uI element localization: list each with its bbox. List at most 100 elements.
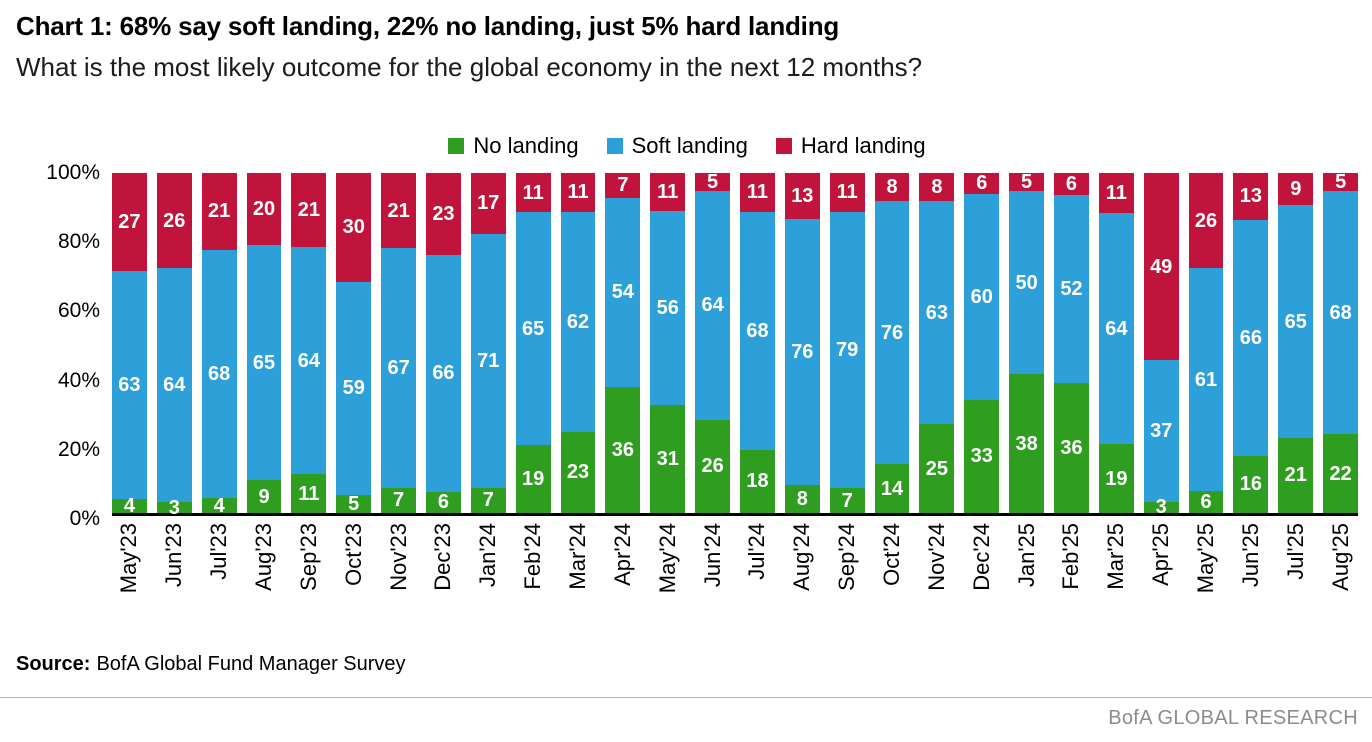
segment-hard-landing: 8	[919, 173, 955, 202]
segment-no-landing: 11	[291, 474, 327, 513]
legend-item-no-landing: No landing	[448, 133, 579, 159]
segment-value-label: 38	[1015, 432, 1038, 455]
segment-value-label: 21	[297, 199, 320, 222]
x-tick-label: Jun'25	[1233, 523, 1268, 627]
segment-value-label: 20	[252, 198, 276, 221]
segment-value-label: 76	[880, 321, 904, 344]
segment-soft-landing: 66	[1233, 219, 1269, 456]
segment-value-label: 33	[970, 445, 993, 468]
x-tick-text: Jan'24	[475, 523, 501, 588]
bar-mar25: 11 64 19	[1098, 173, 1134, 513]
x-tick-label: Mar'25	[1099, 523, 1134, 627]
bar-jun23: 26 64 3	[156, 173, 192, 518]
segment-value-label: 62	[566, 310, 590, 333]
segment-no-landing: 9	[246, 480, 282, 513]
segment-soft-landing: 54	[605, 197, 641, 387]
bar-jan24: 17 71 7	[470, 173, 506, 513]
x-tick-text: Nov'23	[385, 523, 411, 591]
segment-soft-landing: 64	[156, 268, 192, 503]
segment-hard-landing: 21	[291, 173, 327, 248]
segment-soft-landing: 37	[1143, 360, 1179, 502]
segment-hard-landing: 49	[1143, 173, 1179, 361]
segment-no-landing: 38	[1009, 374, 1045, 513]
segment-no-landing: 33	[964, 399, 1000, 513]
segment-soft-landing: 63	[919, 201, 955, 425]
legend-label: Soft landing	[631, 133, 748, 158]
bar-feb24: 11 65 19	[515, 173, 551, 513]
segment-value-label: 11	[298, 482, 320, 505]
x-tick-label: Nov'23	[381, 523, 416, 627]
x-tick-text: Feb'24	[520, 523, 546, 590]
bars: 27 63 4 26 64 3 21 68 4 20 65 9 21 64 11 30 59 5 21 67 7 23 66…	[112, 172, 1359, 518]
bar-oct24: 8 76 14	[874, 173, 910, 513]
segment-soft-landing: 50	[1009, 191, 1045, 375]
branding-text: BofA GLOBAL RESEARCH	[1108, 707, 1358, 729]
bar-nov23: 21 67 7	[381, 173, 417, 513]
segment-hard-landing: 11	[650, 173, 686, 212]
segment-value-label: 16	[1239, 473, 1263, 496]
segment-hard-landing: 5	[695, 172, 731, 192]
segment-hard-landing: 26	[1188, 173, 1224, 269]
segment-soft-landing: 79	[829, 211, 865, 489]
bar-aug24: 13 76 8	[784, 173, 820, 513]
segment-no-landing: 26	[695, 419, 731, 513]
segment-no-landing: 6	[426, 491, 461, 513]
segment-value-label: 26	[1194, 209, 1218, 232]
legend-item-hard-landing: Hard landing	[775, 133, 926, 159]
x-tick-label: Feb'25	[1054, 523, 1089, 627]
segment-hard-landing: 27	[112, 173, 147, 271]
x-tick-text: Aug'23	[251, 523, 276, 591]
source-text: BofA Global Fund Manager Survey	[96, 653, 406, 675]
segment-soft-landing: 65	[246, 245, 282, 481]
segment-no-landing: 22	[1323, 434, 1359, 513]
x-tick-text: Feb'25	[1058, 523, 1084, 590]
segment-value-label: 67	[387, 357, 410, 380]
source-note: Source: BofA Global Fund Manager Survey	[16, 653, 1358, 676]
segment-hard-landing: 30	[336, 173, 372, 282]
segment-soft-landing: 63	[112, 270, 147, 499]
segment-hard-landing: 5	[1009, 172, 1045, 192]
x-tick-text: Jul'24	[744, 523, 770, 580]
x-tick-label: Feb'24	[516, 523, 551, 627]
source-label: Source:	[16, 653, 91, 675]
segment-value-label: 56	[656, 297, 679, 320]
y-tick-label: 20%	[57, 437, 100, 461]
x-tick-text: Dec'23	[430, 523, 456, 591]
x-tick-label: Oct'23	[336, 523, 371, 627]
segment-value-label: 52	[1060, 277, 1083, 300]
segment-value-label: 8	[886, 175, 898, 198]
segment-value-label: 23	[566, 461, 590, 484]
segment-value-label: 3	[168, 496, 180, 519]
segment-value-label: 37	[1150, 419, 1173, 442]
x-tick-text: May'23	[116, 523, 142, 594]
segment-hard-landing: 11	[560, 173, 596, 212]
plot-area: 27 63 4 26 64 3 21 68 4 20 65 9 21 64 11 30 59 5 21 67 7 23 66…	[112, 172, 1359, 627]
bar-may25: 26 61 6	[1188, 173, 1224, 513]
segment-no-landing: 6	[1188, 491, 1224, 513]
segment-soft-landing: 76	[784, 218, 820, 485]
bar-jul23: 21 68 4	[201, 173, 237, 516]
x-tick-label: Dec'24	[964, 523, 999, 627]
segment-no-landing: 7	[829, 488, 865, 513]
segment-value-label: 27	[118, 210, 141, 233]
segment-value-label: 19	[522, 467, 545, 490]
segment-hard-landing: 13	[784, 173, 820, 219]
segment-hard-landing: 8	[874, 173, 910, 201]
segment-value-label: 17	[477, 192, 500, 215]
bar-jul24: 11 68 18	[740, 173, 775, 513]
segment-no-landing: 36	[605, 386, 641, 513]
x-tick-text: Sep'23	[295, 523, 321, 591]
segment-hard-landing: 13	[1233, 173, 1269, 220]
segment-value-label: 49	[1150, 255, 1173, 278]
y-tick-label: 60%	[57, 299, 100, 323]
segment-hard-landing: 26	[156, 173, 192, 269]
segment-no-landing: 8	[784, 484, 820, 513]
bar-jul25: 9 65 21	[1278, 173, 1314, 513]
segment-soft-landing: 76	[874, 200, 910, 465]
segment-no-landing: 7	[470, 487, 506, 513]
segment-value-label: 59	[342, 377, 365, 400]
segment-value-label: 13	[1239, 185, 1263, 208]
segment-value-label: 64	[701, 294, 724, 317]
segment-soft-landing: 68	[201, 249, 237, 499]
segment-no-landing: 5	[336, 494, 372, 514]
